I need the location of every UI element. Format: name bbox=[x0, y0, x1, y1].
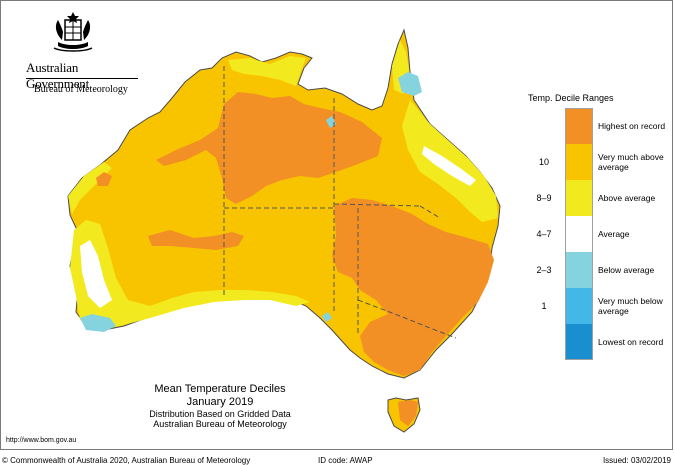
above-average-southwest bbox=[70, 220, 310, 330]
footer-copyright: © Commonwealth of Australia 2020, Austra… bbox=[2, 456, 251, 465]
legend-label: Average bbox=[598, 229, 630, 239]
source-url: http://www.bom.gov.au bbox=[6, 437, 77, 444]
average-queensland-coast bbox=[422, 146, 476, 186]
australia-map bbox=[67, 28, 501, 433]
legend-item-above: 8–9 Above average bbox=[528, 180, 668, 216]
caption-line-2: Australian Bureau of Meteorology bbox=[153, 419, 287, 429]
footer-issued: Issued: 03/02/2019 bbox=[602, 456, 671, 465]
legend-label: Below average bbox=[598, 265, 655, 275]
legend-code: 4–7 bbox=[536, 229, 552, 239]
record-kimberley-spot bbox=[96, 172, 112, 186]
legend-item-below: 2–3 Below average bbox=[528, 252, 668, 288]
record-tasmania-east bbox=[398, 400, 418, 426]
below-average-spot-se bbox=[322, 312, 332, 322]
map-caption: Mean Temperature Deciles January 2019 Di… bbox=[120, 383, 320, 429]
average-west-coast bbox=[80, 240, 112, 308]
legend-code: 8–9 bbox=[536, 193, 552, 203]
legend-swatch-very-much-above bbox=[565, 144, 593, 180]
legend-item-very-much-below: 1 Very much below average bbox=[528, 288, 668, 324]
government-logo: Australian Government Bureau of Meteorol… bbox=[12, 8, 138, 95]
legend-title: Temp. Decile Ranges bbox=[528, 93, 614, 103]
legend-label: Very much below average bbox=[598, 296, 663, 316]
caption-period: January 2019 bbox=[186, 396, 254, 408]
map-frame bbox=[0, 0, 673, 450]
legend-label: Lowest on record bbox=[598, 337, 664, 347]
legend-swatch-lowest bbox=[565, 324, 593, 360]
legend-item-highest: Highest on record bbox=[528, 108, 668, 144]
legend-swatch-average bbox=[565, 216, 593, 252]
caption-line-1: Distribution Based on Gridded Data bbox=[149, 409, 291, 419]
legend-label: Very much above average bbox=[598, 152, 664, 172]
legend-code: 10 bbox=[538, 157, 549, 167]
legend-swatch-below bbox=[565, 252, 593, 288]
legend-item-very-much-above: 10 Very much above average bbox=[528, 144, 668, 180]
legend-label: Above average bbox=[598, 193, 656, 203]
legend-item-average: 4–7 Average bbox=[528, 216, 668, 252]
record-south-australia-band bbox=[148, 230, 244, 250]
above-average-east bbox=[402, 100, 498, 222]
legend-swatch-highest bbox=[565, 108, 593, 144]
legend-item-lowest: Lowest on record bbox=[528, 324, 668, 360]
state-borders bbox=[223, 66, 457, 339]
legend-code: 1 bbox=[541, 301, 547, 311]
record-eastern-states bbox=[332, 198, 494, 376]
logo-divider bbox=[26, 78, 138, 79]
caption-title: Mean Temperature Deciles bbox=[154, 383, 286, 395]
below-average-southwest-coast bbox=[80, 314, 116, 332]
footer-id-code: ID code: AWAP bbox=[318, 456, 373, 465]
record-northern-territory bbox=[156, 92, 382, 204]
legend-swatch-very-much-below bbox=[565, 288, 593, 324]
government-name: Australian Government bbox=[26, 60, 89, 91]
below-average-cape bbox=[398, 72, 422, 96]
legend-code: 2–3 bbox=[536, 265, 552, 275]
coat-of-arms-icon bbox=[53, 12, 93, 52]
legend-swatch-above bbox=[565, 180, 593, 216]
legend-label: Highest on record bbox=[598, 121, 666, 131]
above-average-north bbox=[228, 56, 306, 86]
agency-name: Bureau of Meteorology bbox=[34, 84, 128, 95]
